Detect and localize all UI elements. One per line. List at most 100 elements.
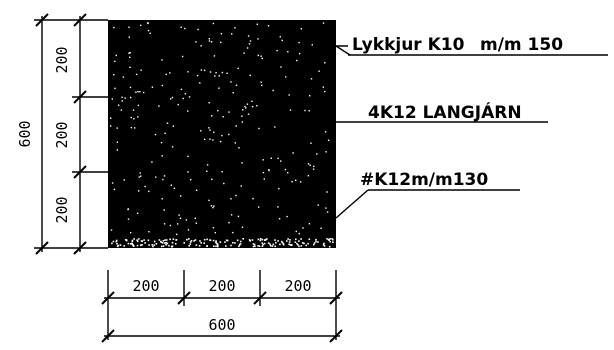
speckle-dot [110, 117, 112, 119]
speckle-dot [188, 245, 190, 247]
speckle-dot [215, 240, 217, 242]
speckle-dot [288, 243, 290, 246]
speckle-dot [116, 242, 118, 245]
speckle-dot [221, 171, 223, 173]
speckle-dot [168, 244, 170, 247]
leader-stirrups: Lykkjur K10 m/m 150 [318, 35, 608, 56]
speckle-dot [144, 242, 146, 244]
speckle-dot [208, 38, 210, 40]
speckle-dot [198, 245, 201, 247]
speckle-dot [128, 52, 130, 54]
speckle-dot [310, 142, 312, 144]
speckle-dot [171, 146, 174, 148]
speckle-dot [147, 22, 149, 24]
speckle-dot [257, 38, 259, 40]
speckle-dot [280, 160, 282, 162]
speckle-dot [200, 45, 202, 47]
speckle-dot [210, 205, 213, 207]
speckle-dot [140, 69, 142, 71]
speckle-dot [258, 127, 260, 130]
speckle-dot [170, 98, 172, 100]
speckle-dot [277, 240, 279, 242]
speckle-dot [308, 110, 310, 112]
speckle-dot [133, 118, 135, 120]
speckle-dot [113, 26, 115, 29]
speckle-dot [200, 242, 202, 244]
speckle-dot [322, 22, 325, 24]
speckle-dot [281, 241, 284, 244]
speckle-dot [247, 35, 250, 37]
speckle-dot [278, 187, 280, 190]
speckle-dot [288, 241, 291, 243]
speckle-dot [281, 240, 283, 243]
speckle-dot [267, 242, 270, 244]
concrete-section [108, 20, 336, 248]
speckle-dot [226, 239, 229, 242]
speckle-dot [230, 214, 233, 216]
speckle-dot [262, 159, 264, 161]
speckle-dot [246, 103, 249, 105]
speckle-dot [120, 109, 123, 111]
speckle-dot [234, 142, 236, 144]
speckle-dot [196, 74, 199, 77]
speckle-dot [186, 238, 188, 241]
speckle-dot [142, 91, 145, 94]
speckle-dot [209, 129, 211, 131]
speckle-dot [228, 133, 230, 136]
speckle-dot [226, 72, 228, 74]
speckle-dot [240, 185, 242, 187]
speckle-dot [135, 73, 138, 76]
speckle-dot [244, 105, 246, 108]
speckle-dot [307, 175, 310, 177]
speckle-dot [164, 239, 166, 241]
speckle-dot [133, 238, 135, 240]
speckle-dot [115, 54, 117, 57]
overall-height-dimension: 600 [16, 13, 70, 255]
speckle-dot [122, 76, 125, 78]
speckle-dot [307, 242, 309, 245]
speckle-dot [208, 199, 210, 202]
speckle-dot [249, 74, 251, 76]
speckle-dot [130, 96, 132, 99]
speckle-dot [149, 32, 151, 34]
speckle-dot [147, 239, 150, 242]
speckle-dot [311, 44, 313, 46]
speckle-dot [272, 243, 275, 246]
speckle-dot [237, 67, 239, 70]
speckle-dot [313, 243, 315, 246]
speckle-dot [322, 86, 324, 88]
speckle-dot [112, 240, 115, 243]
speckle-dot [320, 227, 322, 229]
speckle-dot [127, 208, 129, 211]
speckle-dot [269, 245, 272, 247]
speckle-dot [206, 238, 208, 241]
speckle-dot [177, 103, 179, 106]
speckle-dot [332, 241, 334, 243]
speckle-dot [217, 245, 219, 248]
speckle-dot [298, 232, 300, 235]
speckle-dot [234, 27, 236, 29]
speckle-dot [160, 141, 163, 144]
speckle-dot [137, 238, 140, 240]
speckle-dot [300, 238, 302, 240]
speckle-dot [245, 107, 247, 109]
speckle-dot [129, 86, 132, 89]
speckle-dot [171, 241, 174, 244]
speckle-dot [331, 238, 333, 240]
speckle-dot [275, 241, 277, 244]
speckle-dot [224, 241, 226, 243]
speckle-dot [242, 238, 244, 240]
speckle-dot [136, 239, 138, 241]
speckle-dot [121, 100, 123, 102]
speckle-dot [313, 165, 315, 168]
speckle-dot [257, 54, 259, 57]
speckle-dot [189, 241, 192, 243]
speckle-dot [127, 242, 130, 245]
speckle-dot [127, 218, 130, 220]
speckle-dot [171, 245, 173, 248]
speckle-dot [235, 84, 238, 86]
speckle-dot [135, 91, 137, 93]
speckle-dot [288, 94, 290, 96]
speckle-dot [166, 122, 169, 124]
speckle-dot [247, 113, 250, 115]
